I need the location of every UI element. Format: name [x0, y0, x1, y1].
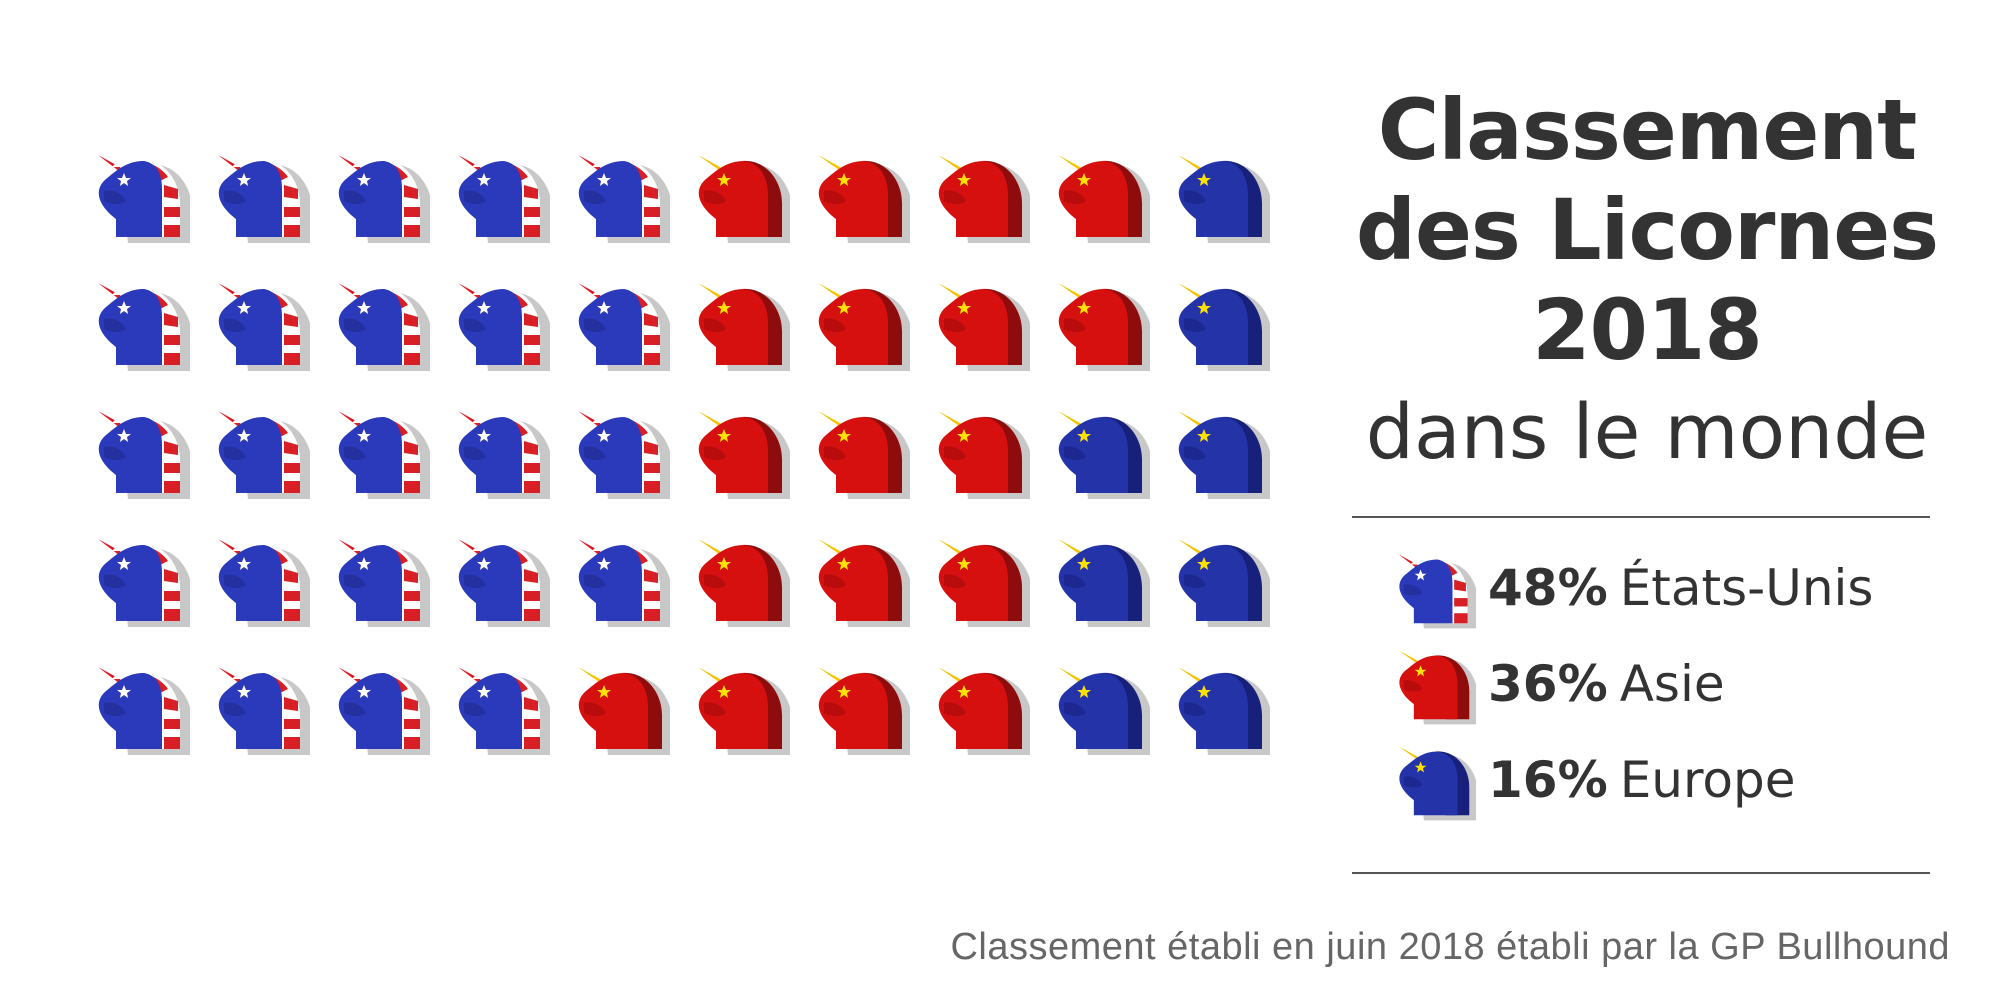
unicorn-asia-icon — [818, 411, 910, 499]
legend-label-usa: États-Unis — [1619, 559, 1874, 617]
unicorn-usa-icon — [458, 283, 550, 371]
unicorn-europe-icon — [1178, 539, 1270, 627]
unicorn-asia-icon — [818, 155, 910, 243]
unicorn-asia-icon — [698, 155, 790, 243]
legend-bottom-divider — [1352, 872, 1930, 874]
unicorn-asia-icon — [698, 667, 790, 755]
unicorn-usa-icon — [578, 155, 670, 243]
title-line-1: Classement — [1377, 81, 1918, 179]
unicorn-asia-icon — [1058, 283, 1150, 371]
unicorn-usa-icon — [578, 411, 670, 499]
unicorn-asia-icon — [698, 539, 790, 627]
unicorn-usa-icon — [338, 539, 430, 627]
legend-label-europe: Europe — [1619, 751, 1796, 809]
title-line-2: des Licornes — [1355, 181, 1939, 279]
unicorn-usa-icon — [458, 411, 550, 499]
source-caption: Classement établi en juin 2018 établi pa… — [950, 926, 1950, 968]
unicorn-usa-icon — [98, 155, 190, 243]
unicorn-asia-icon — [938, 411, 1030, 499]
unicorn-europe-icon — [1058, 667, 1150, 755]
unicorn-usa-icon — [338, 411, 430, 499]
unicorn-pictogram-grid — [98, 155, 1270, 755]
unicorn-usa-icon — [338, 667, 430, 755]
unicorn-usa-icon — [458, 155, 550, 243]
unicorn-asia-icon — [1058, 155, 1150, 243]
unicorn-europe-icon — [1392, 738, 1476, 822]
unicorn-usa-icon — [98, 411, 190, 499]
unicorn-usa-icon — [218, 283, 310, 371]
unicorn-asia-icon — [938, 155, 1030, 243]
legend-percent-usa: 48% — [1488, 559, 1608, 617]
unicorn-usa-icon — [578, 539, 670, 627]
unicorn-asia-icon — [938, 539, 1030, 627]
title-subtitle: dans le monde — [1365, 387, 1929, 476]
unicorn-asia-icon — [698, 283, 790, 371]
legend-top-divider — [1352, 516, 1930, 518]
unicorn-europe-icon — [1178, 155, 1270, 243]
unicorn-europe-icon — [1178, 667, 1270, 755]
legend-item-usa: 48% États-Unis — [1392, 540, 1952, 636]
unicorn-asia-icon — [818, 283, 910, 371]
unicorn-europe-icon — [1178, 283, 1270, 371]
unicorn-usa-icon — [458, 539, 550, 627]
unicorn-usa-icon — [218, 411, 310, 499]
title-line-3: 2018 — [1532, 281, 1763, 379]
unicorn-usa-icon — [338, 283, 430, 371]
unicorn-asia-icon — [938, 667, 1030, 755]
unicorn-usa-icon — [218, 539, 310, 627]
unicorn-asia-icon — [818, 667, 910, 755]
legend-label-asia: Asie — [1619, 655, 1725, 713]
unicorn-asia-icon — [938, 283, 1030, 371]
unicorn-usa-icon — [218, 667, 310, 755]
unicorn-europe-icon — [1058, 539, 1150, 627]
unicorn-asia-icon — [578, 667, 670, 755]
unicorn-asia-icon — [1392, 642, 1476, 726]
unicorn-usa-icon — [578, 283, 670, 371]
legend: 48% États-Unis 36% Asie 16% Europe — [1392, 540, 1952, 828]
unicorn-usa-icon — [98, 667, 190, 755]
unicorn-asia-icon — [818, 539, 910, 627]
unicorn-usa-icon — [218, 155, 310, 243]
legend-percent-europe: 16% — [1488, 751, 1608, 809]
unicorn-europe-icon — [1058, 411, 1150, 499]
unicorn-europe-icon — [1178, 411, 1270, 499]
unicorn-usa-icon — [98, 283, 190, 371]
chart-title: Classement des Licornes 2018 dans le mon… — [1352, 80, 1942, 482]
legend-item-europe: 16% Europe — [1392, 732, 1952, 828]
unicorn-usa-icon — [98, 539, 190, 627]
unicorn-usa-icon — [1392, 546, 1476, 630]
unicorn-usa-icon — [458, 667, 550, 755]
unicorn-usa-icon — [338, 155, 430, 243]
unicorn-asia-icon — [698, 411, 790, 499]
legend-item-asia: 36% Asie — [1392, 636, 1952, 732]
legend-percent-asia: 36% — [1488, 655, 1608, 713]
